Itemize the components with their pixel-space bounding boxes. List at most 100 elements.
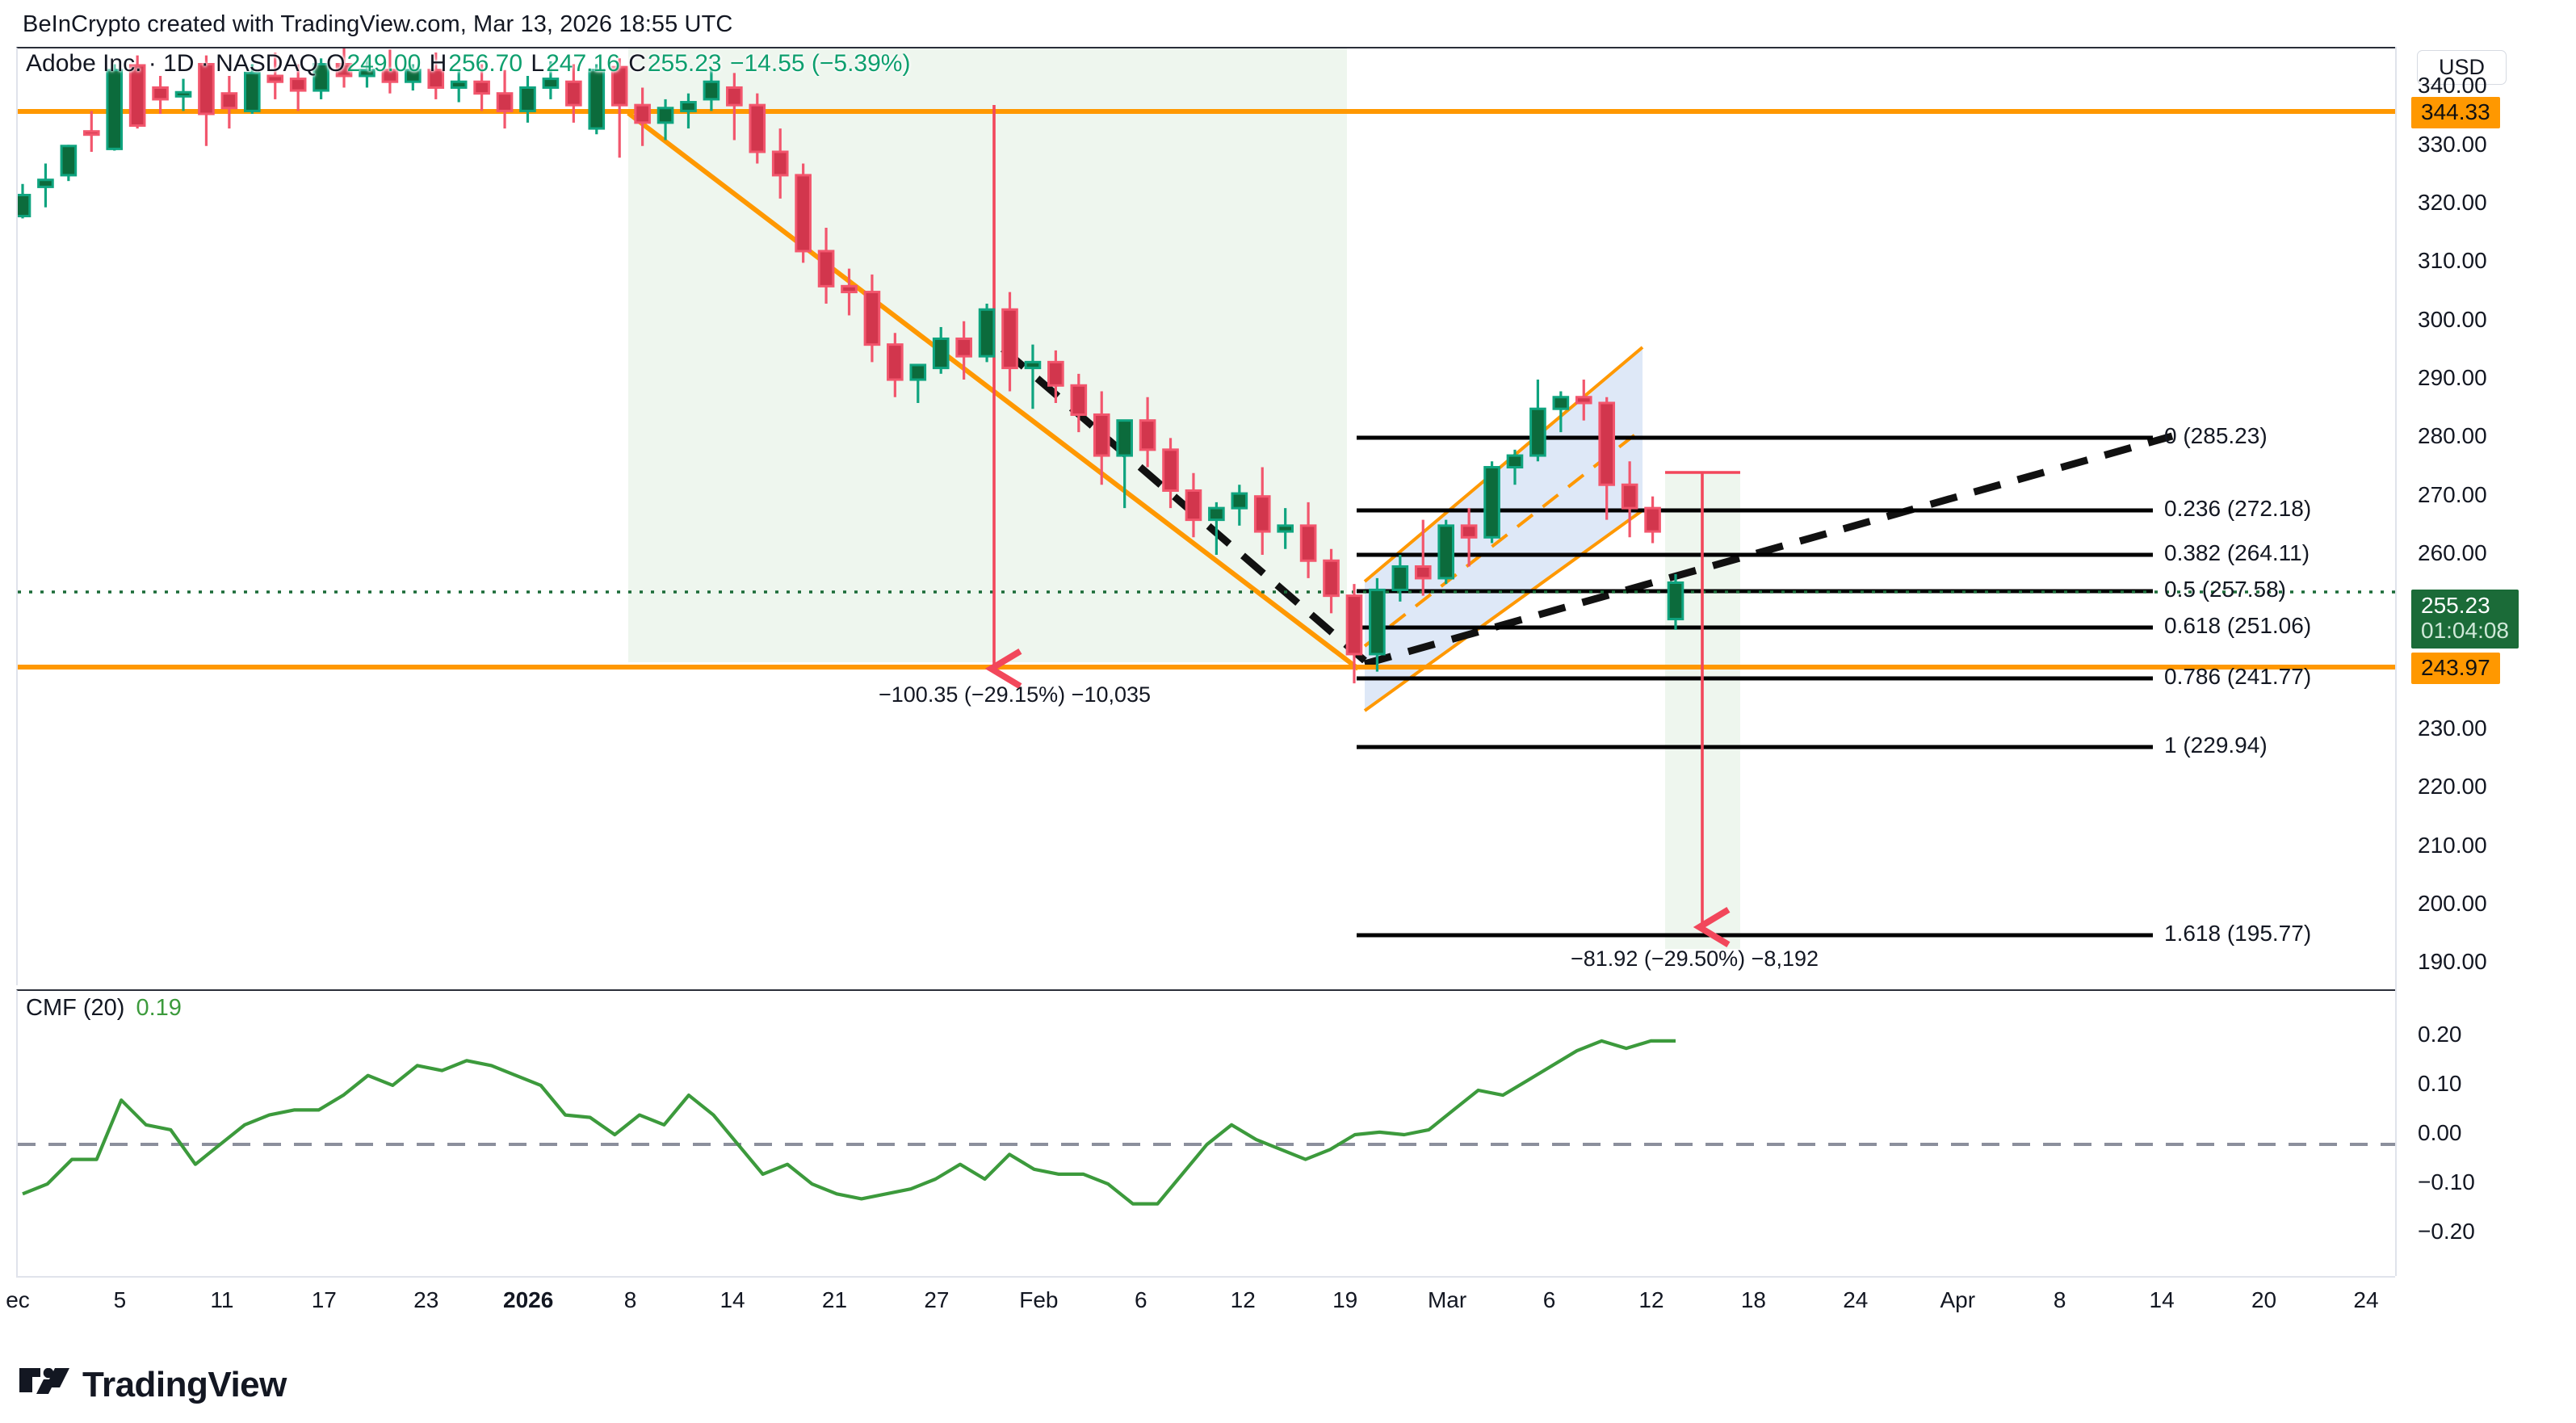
- candle-body: [1253, 495, 1271, 533]
- time-tick: 6: [1134, 1287, 1147, 1312]
- price-tick: 190.00: [2418, 949, 2487, 975]
- candle-body: [1185, 489, 1202, 522]
- candle-body: [450, 80, 468, 89]
- indicator-name[interactable]: CMF (20): [26, 995, 125, 1021]
- legend-low-label: L: [531, 50, 545, 77]
- candle-body: [1139, 419, 1156, 451]
- price-tick: 310.00: [2418, 248, 2487, 274]
- candle-body: [1345, 594, 1363, 656]
- price-tick: 330.00: [2418, 131, 2487, 157]
- candle-body: [381, 69, 399, 83]
- candle-body: [128, 64, 146, 127]
- candle-body: [1024, 360, 1042, 370]
- candle-body: [1093, 413, 1110, 457]
- time-tick: 18: [1740, 1287, 1766, 1312]
- legend-open-value: 249.00: [346, 50, 422, 77]
- indicator-tick: −0.20: [2418, 1219, 2475, 1245]
- time-axis-divider: [16, 1276, 2395, 1278]
- time-tick: Feb: [1019, 1287, 1059, 1312]
- candle-body: [427, 69, 445, 89]
- candle-body: [18, 194, 31, 218]
- fibonacci-label: 1.618 (195.77): [2164, 921, 2312, 946]
- bar-countdown: 01:04:08: [2421, 618, 2509, 644]
- candle-body: [60, 145, 78, 177]
- candle-body: [313, 63, 329, 92]
- candle-body: [841, 284, 858, 294]
- time-tick: 11: [210, 1287, 234, 1312]
- indicator-value: 0.19: [136, 995, 182, 1021]
- cmf-line: [22, 1039, 1676, 1206]
- time-tick: 12: [1638, 1287, 1664, 1312]
- indicator-tick: −0.10: [2418, 1169, 2475, 1195]
- fibonacci-label: 0.618 (251.06): [2164, 613, 2312, 638]
- candle-body: [1162, 448, 1179, 492]
- fibonacci-label: 0.382 (264.11): [2164, 540, 2310, 565]
- fibonacci-label: 1 (229.94): [2164, 732, 2268, 758]
- price-tick: 320.00: [2418, 190, 2487, 216]
- time-tick: 27: [924, 1287, 950, 1312]
- time-tick: ec: [6, 1287, 30, 1312]
- candle-body: [565, 80, 582, 107]
- measure-label-1: −100.35 (−29.15%) −10,035: [879, 682, 1152, 707]
- candle-body: [266, 74, 284, 83]
- candle-body: [542, 78, 560, 89]
- fibonacci-label: 0.5 (257.58): [2164, 577, 2286, 602]
- candle-body: [909, 363, 927, 381]
- indicator-tick: 0.20: [2418, 1021, 2462, 1047]
- time-tick: 19: [1332, 1287, 1358, 1312]
- candlestick-series: [18, 48, 1684, 684]
- time-tick: 8: [623, 1287, 637, 1312]
- legend-high-value: 256.70: [448, 50, 523, 77]
- indicator-pane: [16, 989, 2395, 1276]
- legend-high-label: H: [429, 50, 447, 77]
- price-tick: 280.00: [2418, 423, 2487, 449]
- candle-body: [978, 308, 996, 358]
- price-tick: 220.00: [2418, 774, 2487, 800]
- candle-body: [37, 178, 54, 188]
- candle-body: [680, 101, 697, 112]
- tradingview-logo[interactable]: TradingView: [19, 1365, 287, 1405]
- currency-chip[interactable]: USD: [2417, 50, 2507, 85]
- time-tick: 12: [1230, 1287, 1256, 1312]
- candle-body: [220, 92, 238, 110]
- fibonacci-levels: [1357, 435, 2153, 938]
- candle-body: [473, 80, 490, 95]
- candle-body: [359, 69, 375, 78]
- time-tick: 20: [2251, 1287, 2277, 1312]
- legend-symbol[interactable]: Adobe Inc. · 1D · NASDAQ: [26, 50, 318, 77]
- time-tick: 23: [413, 1287, 439, 1312]
- candle-body: [1277, 524, 1294, 533]
- candle-body: [1231, 492, 1248, 510]
- candle-body: [82, 130, 100, 136]
- support-price-badge: 243.97: [2411, 653, 2500, 684]
- time-tick: Mar: [1427, 1287, 1467, 1312]
- legend-change: −14.55 (−5.39%): [729, 50, 911, 77]
- measure-tool-2: [1665, 471, 1740, 927]
- candle-body: [519, 86, 536, 112]
- candle-body: [1299, 524, 1317, 562]
- time-tick: 6: [1542, 1287, 1556, 1312]
- tradingview-mark-icon: [19, 1368, 69, 1394]
- tradingview-wordmark: TradingView: [82, 1365, 287, 1404]
- candle-body: [289, 78, 307, 92]
- candle-body: [588, 69, 606, 130]
- time-tick: 17: [311, 1287, 337, 1312]
- fibonacci-label: 0.786 (241.77): [2164, 664, 2312, 689]
- candle-body: [1116, 419, 1133, 457]
- fibonacci-label: 0.236 (272.18): [2164, 496, 2312, 521]
- candle-body: [726, 86, 743, 107]
- candle-body: [1001, 308, 1018, 370]
- time-tick: Apr: [1940, 1287, 1976, 1312]
- price-tick: 210.00: [2418, 832, 2487, 858]
- candle-body: [610, 65, 628, 107]
- candle-body: [703, 80, 720, 101]
- candle-body: [657, 107, 674, 124]
- candle-body: [174, 90, 192, 98]
- candle-body: [1070, 384, 1088, 416]
- time-tick: 14: [2149, 1287, 2175, 1312]
- candle-body: [955, 337, 972, 358]
- candle-body: [198, 63, 215, 115]
- candle-body: [1437, 524, 1455, 580]
